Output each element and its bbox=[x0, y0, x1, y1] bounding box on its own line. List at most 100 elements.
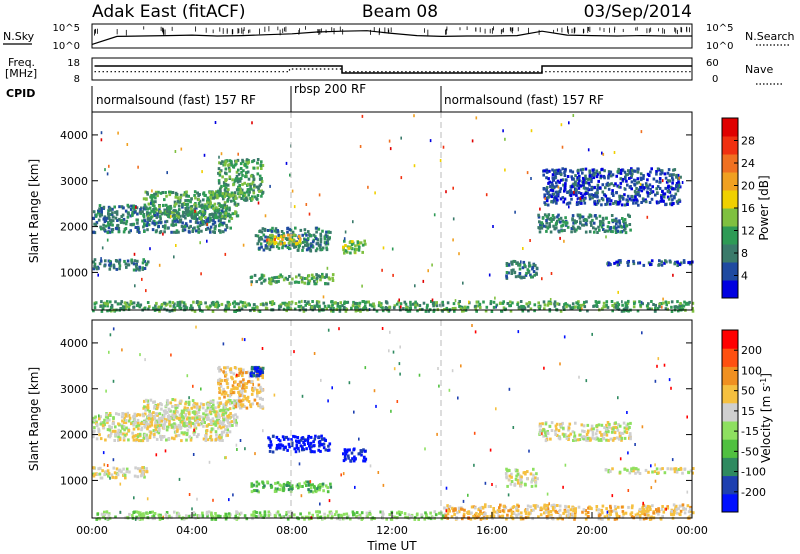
range-cell bbox=[581, 176, 585, 180]
range-cell bbox=[228, 206, 231, 210]
range-cell bbox=[472, 515, 475, 518]
range-cell bbox=[625, 306, 629, 310]
range-cell bbox=[211, 407, 215, 411]
range-cell bbox=[544, 433, 548, 437]
range-cell bbox=[670, 467, 673, 471]
range-cell bbox=[689, 469, 693, 473]
range-cell bbox=[630, 198, 633, 202]
range-cell bbox=[117, 302, 120, 306]
range-cell bbox=[569, 306, 573, 310]
range-cell bbox=[591, 430, 595, 434]
range-cell bbox=[548, 180, 551, 184]
range-cell bbox=[667, 185, 670, 189]
range-cell bbox=[353, 447, 356, 451]
range-cell bbox=[120, 220, 124, 224]
range-cell bbox=[443, 506, 446, 510]
range-cell bbox=[179, 399, 182, 403]
range-cell bbox=[138, 266, 142, 270]
range-cell bbox=[675, 182, 679, 185]
power-colorbar-label: Power [dB] bbox=[757, 175, 771, 240]
range-cell bbox=[651, 185, 654, 189]
range-cell bbox=[486, 515, 489, 519]
range-cell bbox=[671, 176, 674, 180]
range-cell bbox=[232, 183, 235, 187]
range-cell bbox=[185, 417, 189, 421]
range-cell bbox=[93, 419, 97, 422]
range-cell bbox=[240, 191, 244, 195]
range-cell bbox=[625, 427, 628, 431]
range-cell bbox=[527, 304, 530, 308]
range-cell bbox=[233, 420, 236, 424]
range-cell bbox=[599, 438, 603, 441]
range-cell bbox=[256, 394, 259, 398]
range-cell bbox=[654, 303, 657, 307]
range-cell bbox=[185, 224, 189, 228]
range-cell bbox=[286, 277, 289, 281]
range-cell bbox=[178, 413, 182, 417]
range-cell bbox=[602, 437, 605, 441]
range-cell bbox=[676, 201, 680, 205]
range-cell bbox=[283, 301, 287, 305]
range-cell bbox=[206, 438, 210, 442]
range-cell bbox=[671, 198, 674, 202]
range-cell bbox=[516, 472, 520, 476]
range-cell bbox=[607, 438, 610, 442]
range-cell bbox=[564, 182, 567, 186]
range-cell bbox=[256, 161, 259, 165]
range-cell bbox=[321, 437, 324, 441]
range-cell bbox=[146, 438, 149, 442]
range-cell bbox=[326, 486, 329, 490]
range-cell bbox=[351, 304, 355, 308]
range-cell bbox=[120, 425, 124, 429]
range-cell bbox=[561, 223, 565, 227]
range-cell bbox=[99, 422, 103, 426]
range-cell bbox=[222, 197, 225, 201]
range-cell bbox=[221, 192, 225, 196]
range-cell bbox=[301, 245, 305, 249]
range-cell bbox=[269, 282, 273, 286]
range-cell bbox=[648, 192, 651, 195]
cpid-segment-3: normalsound (fast) 157 RF bbox=[444, 93, 604, 107]
range-cell bbox=[406, 309, 410, 313]
range-cell bbox=[543, 511, 546, 515]
range-cell bbox=[211, 215, 215, 218]
range-cell bbox=[150, 194, 154, 197]
range-cell bbox=[660, 194, 663, 198]
range-cell bbox=[108, 164, 110, 168]
range-cell bbox=[447, 507, 451, 511]
range-cell bbox=[234, 196, 237, 200]
range-cell bbox=[199, 309, 202, 313]
range-cell bbox=[301, 240, 305, 244]
range-cell bbox=[583, 300, 586, 304]
range-cell bbox=[656, 167, 660, 171]
colorbar-swatch bbox=[722, 118, 738, 137]
range-cell bbox=[201, 406, 205, 410]
range-cell bbox=[262, 248, 266, 252]
range-cell bbox=[207, 416, 210, 420]
range-cell bbox=[117, 227, 121, 230]
range-cell bbox=[352, 220, 354, 224]
freq-series-line bbox=[94, 65, 692, 74]
range-cell bbox=[204, 221, 208, 225]
range-cell bbox=[617, 225, 620, 229]
range-cell bbox=[650, 167, 653, 171]
range-cell bbox=[639, 172, 643, 176]
range-cell bbox=[620, 225, 624, 229]
range-cell bbox=[238, 384, 241, 387]
range-cell bbox=[171, 413, 174, 417]
range-cell bbox=[570, 175, 573, 179]
range-cell bbox=[149, 413, 153, 417]
range-cell bbox=[136, 421, 140, 425]
range-cell bbox=[191, 416, 194, 420]
range-cell bbox=[614, 231, 618, 234]
range-cell bbox=[247, 400, 251, 403]
range-cell bbox=[353, 301, 357, 305]
range-cell bbox=[107, 221, 110, 225]
range-cell bbox=[253, 386, 256, 390]
range-cell bbox=[221, 160, 224, 164]
range-cell bbox=[220, 184, 223, 188]
range-cell bbox=[452, 217, 455, 221]
range-cell bbox=[566, 514, 570, 518]
range-cell bbox=[239, 300, 243, 304]
